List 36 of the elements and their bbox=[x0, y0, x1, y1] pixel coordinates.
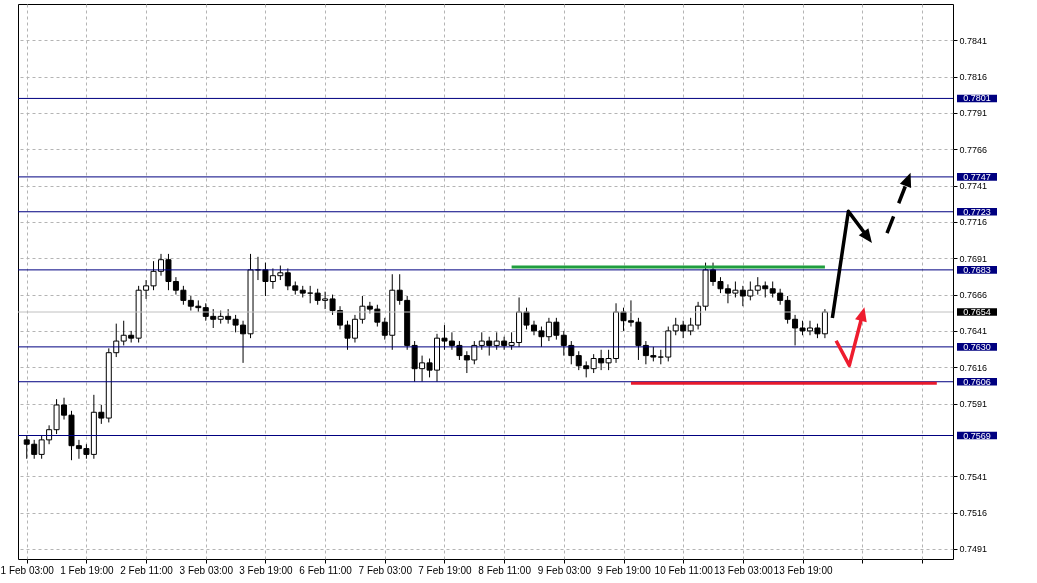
ref-line-label: 0.7723 bbox=[963, 206, 991, 217]
ref-line-label: 0.7654 bbox=[963, 307, 991, 318]
ref-line-label: 0.7606 bbox=[963, 376, 991, 387]
x-tick-label: 9 Feb 03:00 bbox=[537, 564, 592, 576]
x-tick-label: 13 Feb 03:00 bbox=[713, 564, 774, 576]
y-tick-label: 0.7591 bbox=[959, 399, 988, 410]
y-tick-label: 0.7791 bbox=[959, 108, 988, 119]
y-tick-label: 0.7516 bbox=[959, 508, 988, 519]
y-tick-label: 0.7741 bbox=[959, 181, 988, 192]
y-tick-label: 0.7766 bbox=[959, 144, 988, 155]
y-tick-label: 0.7641 bbox=[959, 326, 988, 337]
y-tick-label: 0.7541 bbox=[959, 471, 988, 482]
y-tick-label: 0.7841 bbox=[959, 35, 988, 46]
y-tick-label: 0.7666 bbox=[959, 290, 988, 301]
x-tick-label: 3 Feb 03:00 bbox=[179, 564, 234, 576]
x-tick-label: 8 Feb 11:00 bbox=[478, 564, 532, 576]
x-tick-label: 2 Feb 11:00 bbox=[120, 564, 174, 576]
y-tick-label: 0.7691 bbox=[959, 253, 988, 264]
x-tick-label: 6 Feb 11:00 bbox=[299, 564, 353, 576]
y-tick-label: 0.7616 bbox=[959, 362, 988, 373]
x-tick-label: 9 Feb 19:00 bbox=[597, 564, 652, 576]
y-tick-label: 0.7491 bbox=[959, 544, 988, 555]
y-tick-label: 0.7816 bbox=[959, 72, 988, 83]
x-tick-label: 13 Feb 19:00 bbox=[773, 564, 833, 576]
ref-line-label: 0.7569 bbox=[963, 430, 991, 441]
x-tick-label: 1 Feb 19:00 bbox=[60, 564, 115, 576]
y-tick-label: 0.7716 bbox=[959, 217, 988, 228]
ref-line-label: 0.7630 bbox=[963, 341, 991, 352]
ref-line-label: 0.7683 bbox=[963, 264, 991, 275]
x-tick-label: 1 Feb 03:00 bbox=[0, 564, 55, 576]
ref-line-label: 0.7747 bbox=[963, 171, 991, 182]
ref-line-label: 0.7801 bbox=[963, 93, 991, 104]
x-tick-label: 7 Feb 19:00 bbox=[418, 564, 473, 576]
x-tick-label: 3 Feb 19:00 bbox=[239, 564, 294, 576]
x-tick-label: 10 Feb 11:00 bbox=[654, 564, 714, 576]
x-tick-label: 7 Feb 03:00 bbox=[358, 564, 413, 576]
